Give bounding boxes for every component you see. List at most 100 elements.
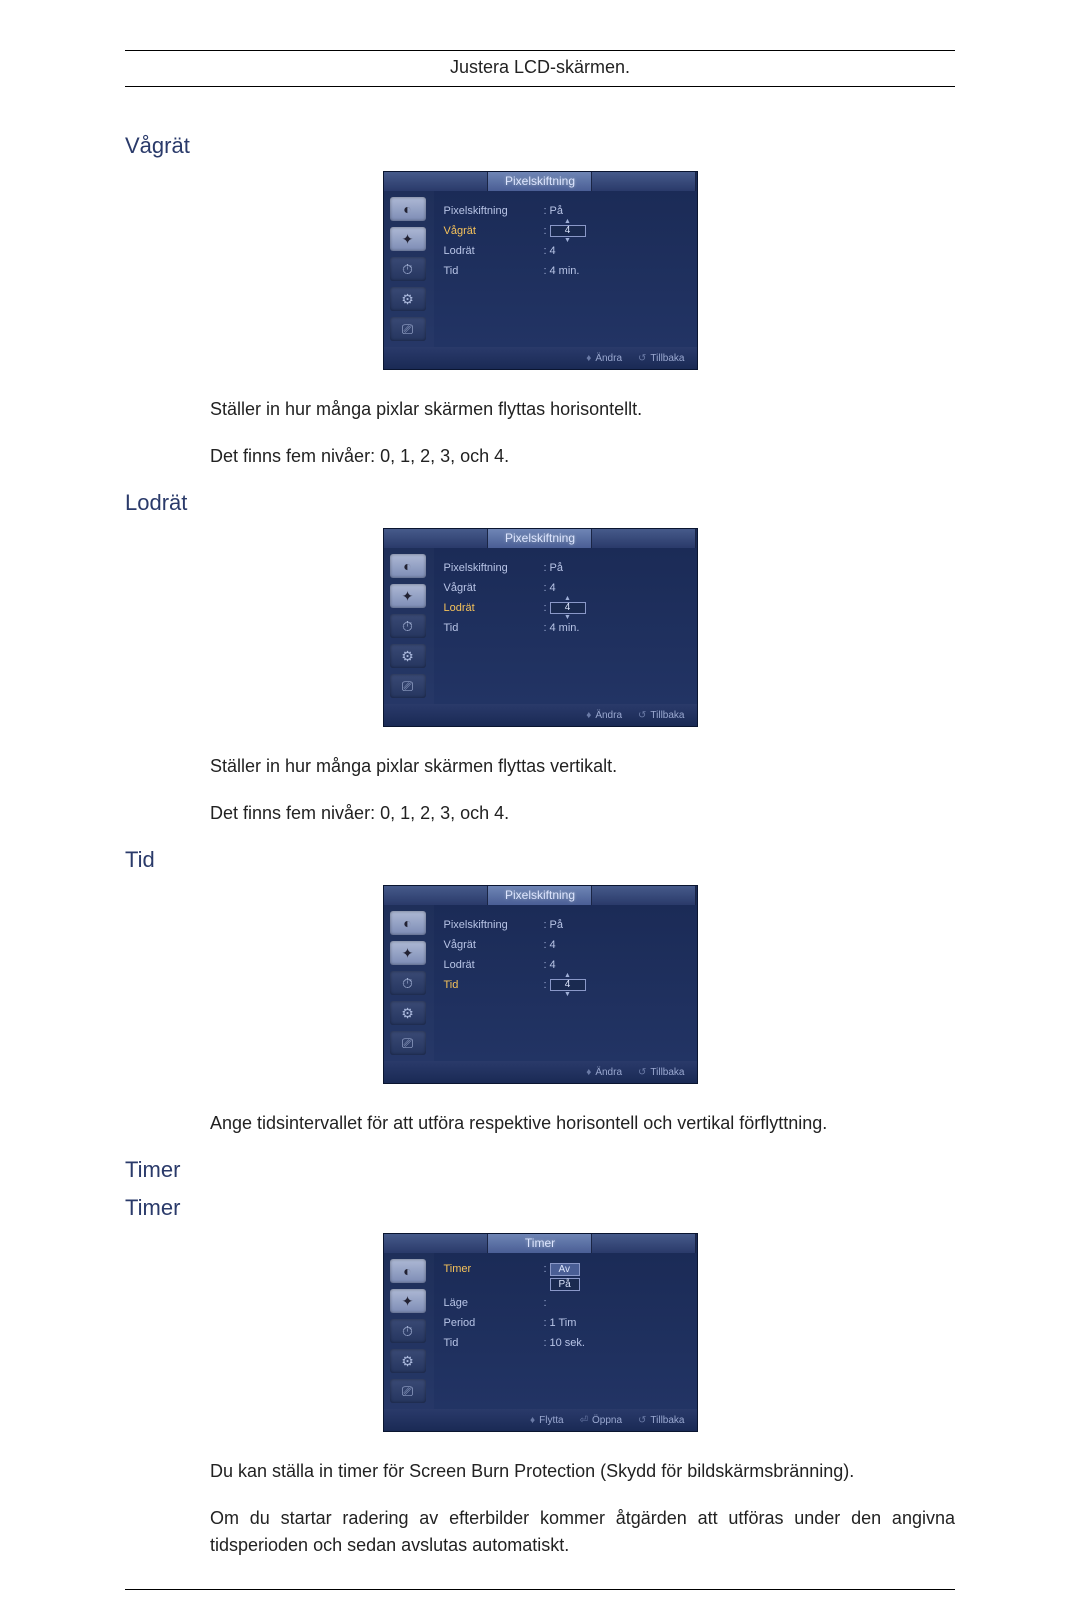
- osd-nav-icon[interactable]: ⚙: [390, 287, 426, 311]
- osd-tab[interactable]: [488, 529, 592, 548]
- osd-tab[interactable]: [592, 1234, 696, 1253]
- footer-hint-label: Tillbaka: [650, 1067, 684, 1078]
- osd-nav-icon[interactable]: ⚙: [390, 644, 426, 668]
- osd-row[interactable]: Tid: 10 sek.: [444, 1333, 687, 1353]
- osd-footer: ♦Flytta⏎Öppna↺Tillbaka: [384, 1409, 697, 1431]
- osd-spin-value[interactable]: ▲4▼: [550, 218, 586, 244]
- timer-text2: Om du startar radering av efterbilder ko…: [210, 1505, 955, 1559]
- osd-spin-value[interactable]: ▲4▼: [550, 595, 586, 621]
- spin-up-icon[interactable]: ▲: [564, 595, 571, 602]
- osd-row[interactable]: Lodrät:▲4▼: [444, 598, 687, 618]
- osd-timer-wrap: Timer◐✦⏱⚙⎚Timer:AvPåLäge: Period: 1 TimT…: [125, 1233, 955, 1432]
- osd-tab[interactable]: [384, 529, 488, 548]
- osd-row-label: Vågrät: [444, 939, 544, 951]
- spin-down-icon[interactable]: ▼: [564, 991, 571, 998]
- header-rule-top: [125, 50, 955, 51]
- osd-footer-hint: ↺ Tillbaka: [638, 1067, 684, 1078]
- lodrat-text1: Ställer in hur många pixlar skärmen flyt…: [210, 753, 955, 780]
- osd-row[interactable]: Period: 1 Tim: [444, 1313, 687, 1333]
- osd-tab[interactable]: [592, 172, 696, 191]
- osd-tab[interactable]: [488, 886, 592, 905]
- osd-row[interactable]: Vågrät:▲4▼: [444, 221, 687, 241]
- osd-nav-icon[interactable]: ⎚: [390, 1379, 426, 1403]
- osd-nav-icon[interactable]: ◐: [390, 197, 426, 221]
- section-lodrat: Lodrät Pixelskiftning◐✦⏱⚙⎚Pixelskiftning…: [125, 490, 955, 827]
- osd-row-value: På: [550, 562, 563, 574]
- osd-content: Timer:AvPåLäge: Period: 1 TimTid: 10 sek…: [434, 1253, 697, 1409]
- section-title-vagrat: Vågrät: [125, 133, 955, 159]
- spin-up-icon[interactable]: ▲: [564, 972, 571, 979]
- footer-hint-label: Ändra: [595, 710, 622, 721]
- spin-down-icon[interactable]: ▼: [564, 237, 571, 244]
- osd-select-option[interactable]: På: [550, 1278, 580, 1291]
- timer-text1: Du kan ställa in timer för Screen Burn P…: [210, 1458, 955, 1485]
- osd-row[interactable]: Tid: 4 min.: [444, 618, 687, 638]
- osd-footer-hint: ⏎Öppna: [580, 1415, 622, 1426]
- osd-tab[interactable]: [592, 529, 696, 548]
- spin-down-icon[interactable]: ▼: [564, 614, 571, 621]
- osd-row-label: Vågrät: [444, 582, 544, 594]
- osd-tab[interactable]: [488, 1234, 592, 1253]
- osd-row-value: 10 sek.: [550, 1337, 585, 1349]
- osd-row-label: Tid: [444, 622, 544, 634]
- osd-row[interactable]: Timer:AvPå: [444, 1263, 687, 1293]
- osd-row-label: Lodrät: [444, 245, 544, 257]
- osd-row-label: Lodrät: [444, 602, 544, 614]
- osd-nav-icon[interactable]: ⏱: [390, 614, 426, 638]
- osd-spin-value[interactable]: ▲4▼: [550, 972, 586, 998]
- footer-hint-label: Tillbaka: [650, 710, 684, 721]
- osd-tab[interactable]: [384, 1234, 488, 1253]
- osd-row[interactable]: Tid:▲4▼: [444, 975, 687, 995]
- osd-row-label: Pixelskiftning: [444, 562, 544, 574]
- osd-row[interactable]: Pixelskiftning: På: [444, 915, 687, 935]
- footer-hint-icon: ↺: [638, 1067, 646, 1078]
- osd-nav-icon[interactable]: ⚙: [390, 1001, 426, 1025]
- osd-nav-icon[interactable]: ⏱: [390, 971, 426, 995]
- footer-hint-label: Öppna: [592, 1415, 622, 1426]
- osd-row-label: Pixelskiftning: [444, 919, 544, 931]
- osd-nav-icon[interactable]: ◐: [390, 554, 426, 578]
- osd-nav-icon[interactable]: ⎚: [390, 1031, 426, 1055]
- vagrat-text2: Det finns fem nivåer: 0, 1, 2, 3, och 4.: [210, 443, 955, 470]
- osd-panel: Pixelskiftning ◐ ✦ ⏱ ⚙ ⎚ Pixelskiftning: På Våg…: [383, 528, 698, 727]
- osd-select-option[interactable]: Av: [550, 1263, 580, 1276]
- osd-tab[interactable]: [384, 172, 488, 191]
- osd-row-value: 4: [550, 939, 556, 951]
- osd-row-label: Tid: [444, 265, 544, 277]
- osd-footer: ♦Ändra↺Tillbaka: [384, 704, 697, 726]
- osd-nav-icon[interactable]: ⚙: [390, 1349, 426, 1373]
- footer-hint-icon: ♦: [586, 710, 591, 721]
- osd-footer-hint: ♦Ändra: [586, 353, 622, 364]
- osd-nav-icon[interactable]: ⎚: [390, 674, 426, 698]
- osd-content: Pixelskiftning: PåVågrät: 4Lodrät:▲4▼Tid…: [434, 548, 697, 704]
- osd-nav-icon[interactable]: ✦: [390, 1289, 426, 1313]
- osd-footer-hint: ↺Tillbaka: [638, 353, 684, 364]
- osd-row[interactable]: Pixelskiftning: På: [444, 558, 687, 578]
- osd-icon-column: ◐ ✦ ⏱ ⚙ ⎚: [384, 548, 434, 704]
- osd-row[interactable]: Läge:: [444, 1293, 687, 1313]
- osd-nav-icon[interactable]: ◐: [390, 911, 426, 935]
- osd-tab[interactable]: [592, 886, 696, 905]
- osd-nav-icon[interactable]: ◐: [390, 1259, 426, 1283]
- osd-row[interactable]: Tid: 4 min.: [444, 261, 687, 281]
- osd-topbar: [384, 886, 697, 905]
- osd-nav-icon[interactable]: ⏱: [390, 1319, 426, 1343]
- osd-row[interactable]: Lodrät: 4: [444, 241, 687, 261]
- osd-row-label: Tid: [444, 1337, 544, 1349]
- section-title-tid: Tid: [125, 847, 955, 873]
- osd-nav-icon[interactable]: ✦: [390, 227, 426, 251]
- osd-nav-icon[interactable]: ⏱: [390, 257, 426, 281]
- osd-nav-icon[interactable]: ✦: [390, 941, 426, 965]
- osd-content: Pixelskiftning: PåVågrät: 4Lodrät: 4Tid:…: [434, 905, 697, 1061]
- osd-select[interactable]: Av På: [550, 1263, 580, 1293]
- osd-row[interactable]: Vågrät: 4: [444, 935, 687, 955]
- osd-nav-icon[interactable]: ⎚: [390, 317, 426, 341]
- osd-nav-icon[interactable]: ✦: [390, 584, 426, 608]
- osd-icon-column: ◐ ✦ ⏱ ⚙ ⎚: [384, 905, 434, 1061]
- osd-row-value: 1 Tim: [550, 1317, 577, 1329]
- osd-tab[interactable]: [488, 172, 592, 191]
- spin-up-icon[interactable]: ▲: [564, 218, 571, 225]
- spin-value: 4: [550, 602, 586, 614]
- osd-row-value: 4: [550, 245, 556, 257]
- osd-tab[interactable]: [384, 886, 488, 905]
